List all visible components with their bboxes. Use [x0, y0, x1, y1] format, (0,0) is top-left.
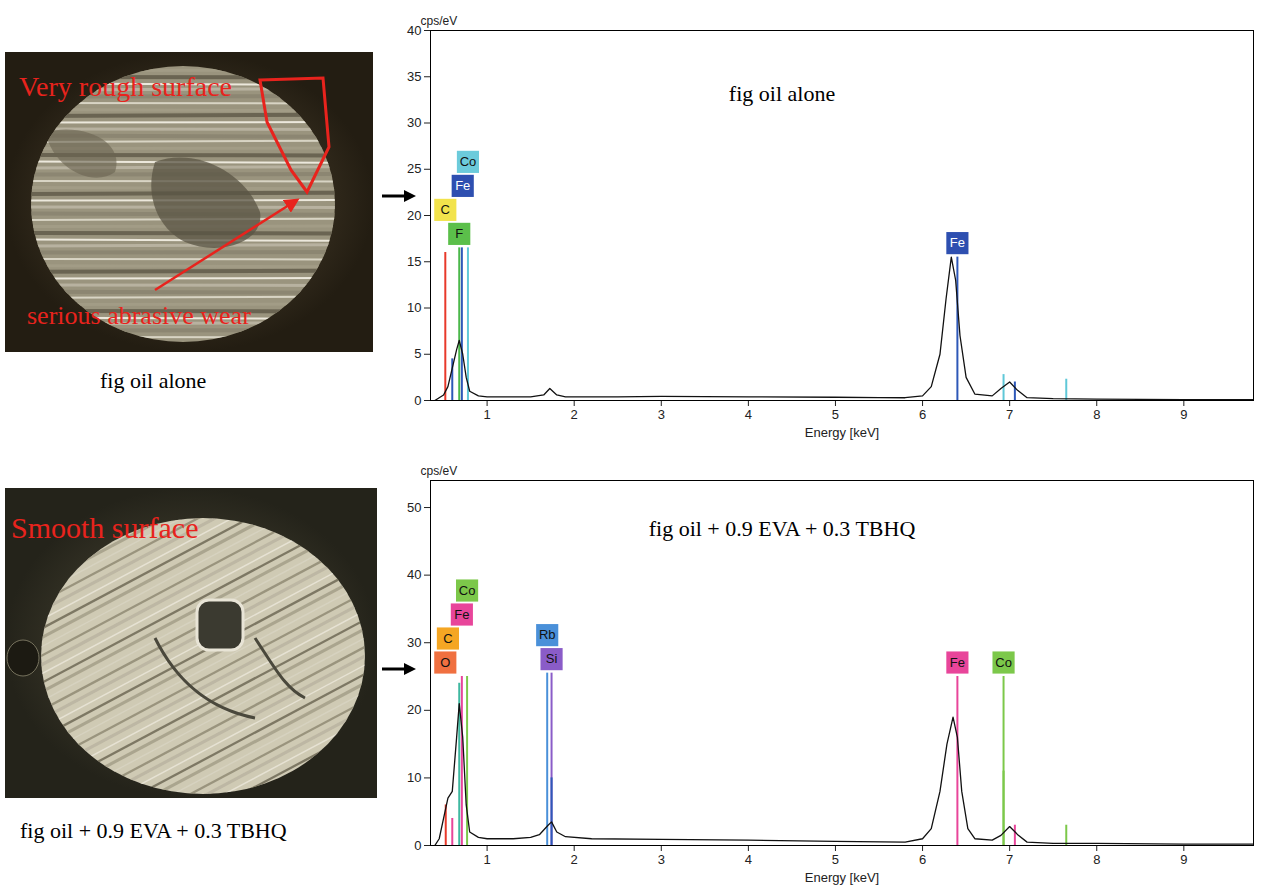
svg-text:40: 40	[407, 23, 421, 38]
svg-text:Rb: Rb	[539, 627, 556, 642]
svg-text:7: 7	[1006, 407, 1013, 422]
svg-text:O: O	[440, 655, 450, 670]
svg-text:Co: Co	[460, 154, 477, 169]
svg-text:C: C	[441, 202, 450, 217]
svg-text:serious abrasive wear: serious abrasive wear	[27, 301, 251, 330]
svg-text:35: 35	[407, 69, 421, 84]
svg-text:Very rough surface: Very rough surface	[19, 71, 232, 102]
svg-text:2: 2	[571, 407, 578, 422]
svg-text:Fe: Fe	[950, 235, 965, 250]
svg-text:15: 15	[407, 254, 421, 269]
svg-text:50: 50	[407, 500, 421, 515]
svg-text:9: 9	[1180, 407, 1187, 422]
svg-text:0: 0	[414, 838, 421, 853]
svg-text:C: C	[443, 631, 452, 646]
svg-text:20: 20	[407, 208, 421, 223]
svg-text:Fe: Fe	[454, 607, 469, 622]
svg-text:3: 3	[658, 852, 665, 867]
svg-text:30: 30	[407, 635, 421, 650]
svg-text:fig oil + 0.9 EVA + 0.3 TBHQ: fig oil + 0.9 EVA + 0.3 TBHQ	[649, 516, 916, 541]
svg-text:1: 1	[483, 852, 490, 867]
svg-text:7: 7	[1006, 852, 1013, 867]
svg-text:1: 1	[483, 407, 490, 422]
svg-text:9: 9	[1180, 852, 1187, 867]
svg-text:fig oil alone: fig oil alone	[729, 81, 835, 106]
svg-text:20: 20	[407, 702, 421, 717]
svg-text:Smooth surface: Smooth surface	[11, 511, 198, 544]
svg-text:8: 8	[1093, 852, 1100, 867]
svg-text:Energy [keV]: Energy [keV]	[805, 425, 879, 440]
svg-text:40: 40	[407, 567, 421, 582]
svg-text:25: 25	[407, 161, 421, 176]
svg-text:3: 3	[658, 407, 665, 422]
svg-text:Energy [keV]: Energy [keV]	[805, 870, 879, 885]
svg-text:F: F	[455, 226, 463, 241]
svg-text:5: 5	[832, 407, 839, 422]
svg-text:cps/eV: cps/eV	[421, 464, 458, 478]
svg-text:Fe: Fe	[950, 655, 965, 670]
svg-text:cps/eV: cps/eV	[421, 14, 458, 28]
svg-text:5: 5	[414, 346, 421, 361]
svg-text:10: 10	[407, 770, 421, 785]
svg-text:2: 2	[571, 852, 578, 867]
svg-text:6: 6	[919, 852, 926, 867]
html-text:fig oil + 0.9 EVA + 0.3 TBHQ: fig oil + 0.9 EVA + 0.3 TBHQ	[20, 818, 287, 843]
svg-text:Si: Si	[546, 651, 558, 666]
svg-text:5: 5	[832, 852, 839, 867]
svg-text:0: 0	[414, 393, 421, 408]
svg-text:Fe: Fe	[455, 178, 470, 193]
html-text:fig oil alone: fig oil alone	[100, 368, 207, 393]
svg-text:4: 4	[745, 407, 752, 422]
svg-text:10: 10	[407, 300, 421, 315]
svg-text:6: 6	[919, 407, 926, 422]
svg-text:4: 4	[745, 852, 752, 867]
svg-text:8: 8	[1093, 407, 1100, 422]
svg-text:30: 30	[407, 115, 421, 130]
svg-text:Co: Co	[995, 655, 1012, 670]
svg-text:Co: Co	[459, 583, 476, 598]
